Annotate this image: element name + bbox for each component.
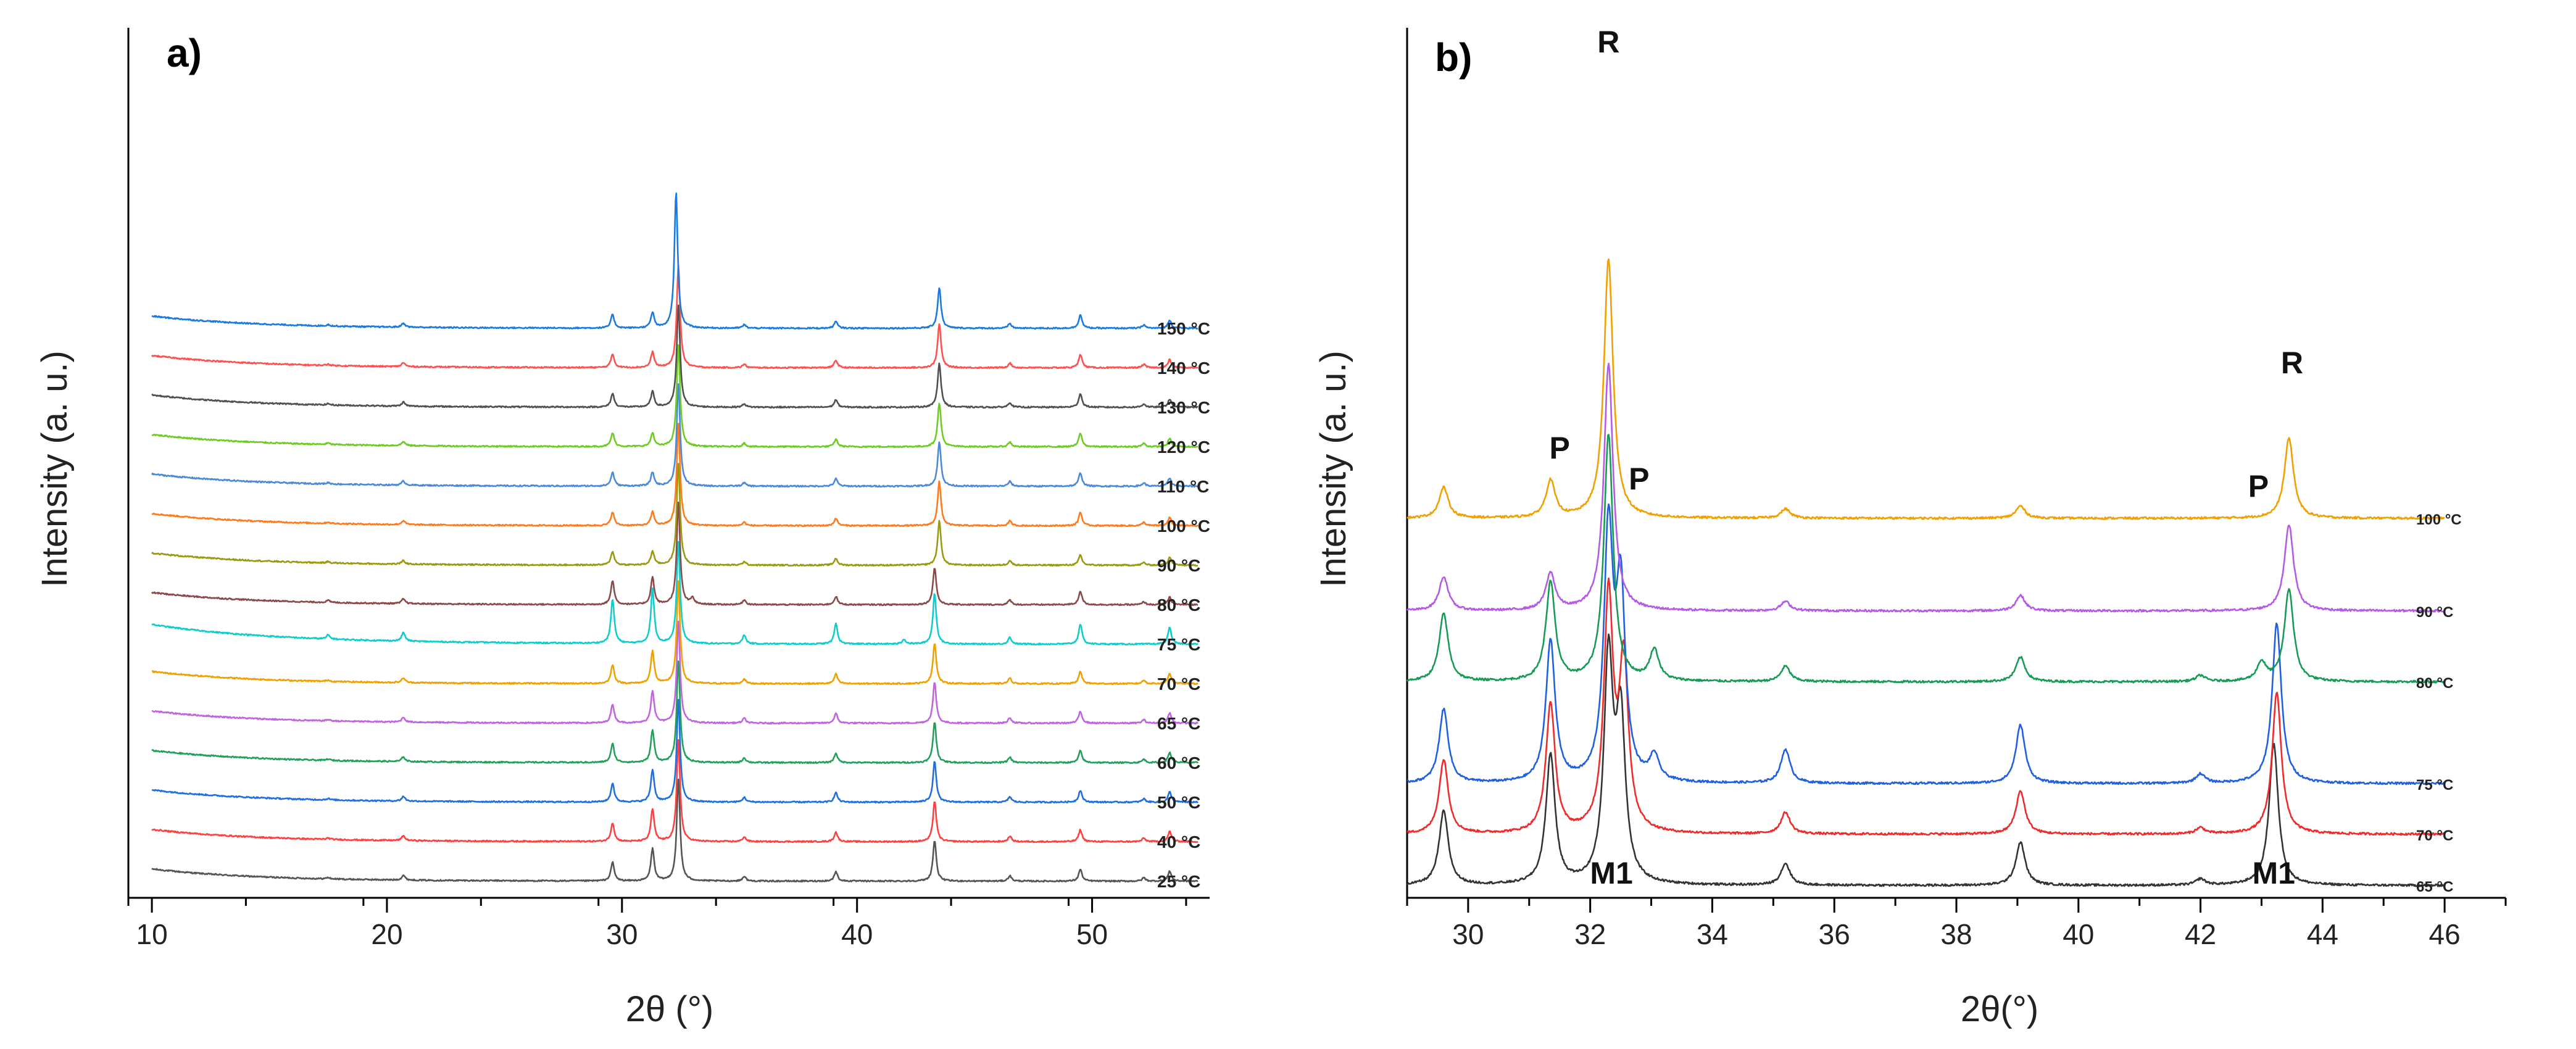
x-tick-label: 38 — [1940, 918, 1972, 950]
panel-a-y-axis-label: Intensity (a. u.) — [35, 350, 75, 587]
panel-b-chart: b) Intensity (a. u.) 2θ(°) 30 32 34 36 38 40 4… — [1313, 25, 2507, 1029]
x-tick-label: 44 — [2307, 918, 2338, 950]
trace-75c — [1406, 503, 2446, 786]
series-label: 150 °C — [1157, 319, 1210, 338]
phase-annotation-m1: M1 — [1590, 856, 1632, 890]
series-label: 90 °C — [2416, 604, 2453, 621]
trace-150c — [151, 193, 1199, 330]
x-tick-label: 34 — [1697, 918, 1728, 950]
trace-60c — [151, 660, 1199, 765]
x-tick-label: 32 — [1574, 918, 1606, 950]
series-label: 70 °C — [1157, 674, 1200, 694]
x-tick-label: 50 — [1076, 918, 1108, 950]
panel-b-y-axis-label: Intensity (a. u.) — [1313, 350, 1353, 587]
trace-90c — [151, 463, 1199, 567]
x-tick-label: 42 — [2185, 918, 2216, 950]
series-label: 140 °C — [1157, 359, 1210, 378]
x-tick-label: 20 — [371, 918, 402, 950]
x-tick-label: 10 — [136, 918, 168, 950]
series-label: 100 °C — [1157, 516, 1210, 536]
phase-annotation-p: P — [2248, 469, 2269, 504]
x-tick-label: 40 — [841, 918, 873, 950]
panel-a-label: a) — [167, 31, 202, 75]
series-label: 25 °C — [1157, 872, 1200, 891]
trace-50c — [151, 699, 1199, 804]
series-label: 75 °C — [2416, 777, 2453, 794]
trace-100c — [151, 423, 1199, 528]
series-label: 65 °C — [1157, 714, 1200, 733]
x-tick-label: 30 — [606, 918, 638, 950]
series-label: 60 °C — [1157, 753, 1200, 773]
trace-110c — [151, 383, 1199, 488]
trace-40c — [151, 739, 1199, 844]
trace-100c — [1406, 258, 2445, 520]
series-label: 50 °C — [1157, 793, 1200, 812]
trace-70c — [1406, 577, 2445, 836]
series-label: 120 °C — [1157, 437, 1210, 457]
phase-annotation-r: R — [1597, 25, 1619, 59]
x-tick-label: 36 — [1819, 918, 1850, 950]
trace-25c — [151, 778, 1199, 883]
series-label: 80 °C — [2416, 675, 2453, 692]
panel-a-x-axis-label: 2θ (°) — [626, 989, 713, 1029]
phase-annotation-p: P — [1629, 462, 1649, 496]
series-label: 70 °C — [2416, 827, 2453, 844]
trace-65c — [1406, 633, 2445, 887]
trace-70c — [151, 580, 1199, 686]
trace-65c — [151, 620, 1199, 725]
x-tick-label: 46 — [2429, 918, 2461, 950]
series-label: 40 °C — [1157, 832, 1200, 852]
panel-a-chart: a) Intensity (a. u.) 2θ (°) 10 20 30 40 50 2… — [35, 28, 1210, 1029]
panel-b-label: b) — [1435, 35, 1472, 80]
series-label: 65 °C — [2416, 879, 2453, 895]
trace-120c — [151, 344, 1199, 449]
series-label: 80 °C — [1157, 595, 1200, 615]
phase-annotation-p: P — [1550, 431, 1570, 465]
phase-annotation-r: R — [2281, 346, 2303, 380]
series-label: 75 °C — [1157, 635, 1200, 654]
trace-90c — [1406, 362, 2446, 613]
series-label: 130 °C — [1157, 398, 1210, 417]
series-label: 100 °C — [2416, 512, 2462, 528]
panel-b-x-axis-label: 2θ(°) — [1961, 989, 2038, 1029]
phase-annotation-m1: M1 — [2252, 856, 2295, 890]
trace-80c — [151, 501, 1199, 607]
x-tick-label: 30 — [1452, 918, 1484, 950]
trace-80c — [1406, 434, 2445, 684]
x-tick-label: 40 — [2063, 918, 2094, 950]
series-label: 90 °C — [1157, 556, 1200, 575]
series-label: 110 °C — [1157, 477, 1209, 496]
trace-75c — [151, 541, 1199, 646]
trace-140c — [151, 264, 1199, 370]
trace-130c — [151, 304, 1199, 409]
